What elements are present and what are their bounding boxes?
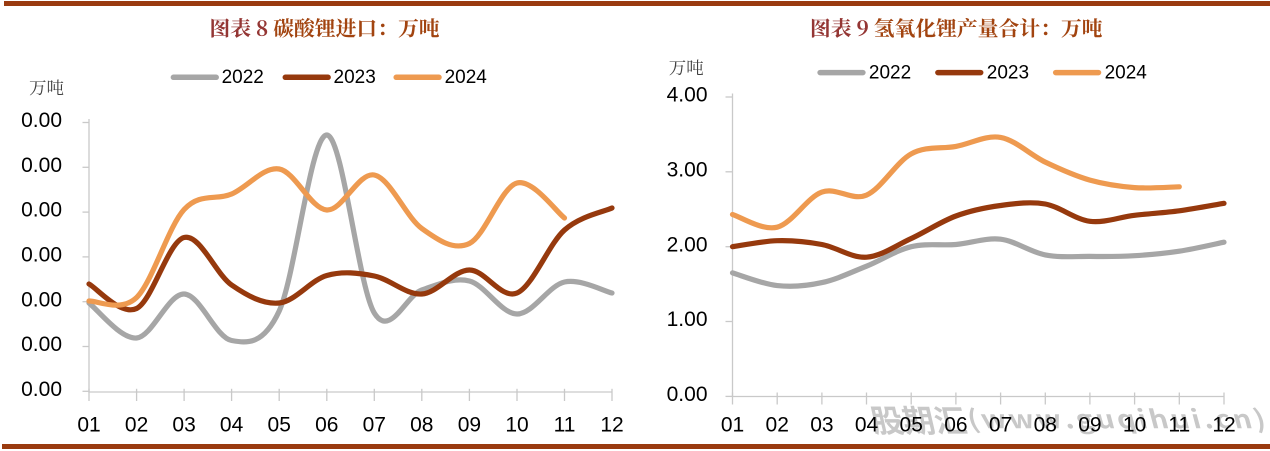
svg-text:2.00: 2.00 <box>667 233 708 256</box>
svg-text:04: 04 <box>855 413 879 436</box>
svg-text:2022: 2022 <box>869 62 911 83</box>
svg-text:07: 07 <box>363 413 386 436</box>
svg-text:09: 09 <box>1078 413 1101 436</box>
svg-text:12: 12 <box>1212 413 1235 436</box>
svg-text:4.00: 4.00 <box>667 84 708 107</box>
svg-text:02: 02 <box>766 413 789 436</box>
svg-text:07: 07 <box>989 413 1012 436</box>
svg-text:11: 11 <box>1168 413 1190 436</box>
svg-text:06: 06 <box>944 413 967 436</box>
svg-text:0.00: 0.00 <box>21 333 62 356</box>
svg-text:05: 05 <box>268 413 291 436</box>
svg-text:2022: 2022 <box>222 67 264 88</box>
svg-text:03: 03 <box>172 413 195 436</box>
svg-text:01: 01 <box>721 413 744 436</box>
svg-text:06: 06 <box>315 413 338 436</box>
svg-text:11: 11 <box>554 413 576 436</box>
svg-text:0.00: 0.00 <box>21 199 62 222</box>
svg-text:2023: 2023 <box>334 67 376 88</box>
svg-text:08: 08 <box>410 413 433 436</box>
svg-text:2023: 2023 <box>987 62 1029 83</box>
svg-text:08: 08 <box>1034 413 1057 436</box>
svg-text:2024: 2024 <box>445 67 488 88</box>
svg-text:0.00: 0.00 <box>21 109 62 132</box>
svg-text:0.00: 0.00 <box>667 383 708 406</box>
svg-text:1.00: 1.00 <box>667 308 708 331</box>
svg-text:04: 04 <box>220 413 244 436</box>
svg-text:01: 01 <box>77 413 100 436</box>
svg-text:0.00: 0.00 <box>21 378 62 401</box>
svg-text:0.00: 0.00 <box>21 154 62 177</box>
svg-text:0.00: 0.00 <box>21 288 62 311</box>
svg-text:10: 10 <box>1123 413 1146 436</box>
svg-text:09: 09 <box>458 413 481 436</box>
svg-text:03: 03 <box>810 413 833 436</box>
svg-text:3.00: 3.00 <box>667 158 708 181</box>
svg-text:0.00: 0.00 <box>21 244 62 267</box>
svg-text:10: 10 <box>505 413 528 436</box>
svg-text:12: 12 <box>600 413 623 436</box>
svg-text:2024: 2024 <box>1105 62 1148 83</box>
svg-text:02: 02 <box>125 413 148 436</box>
svg-text:05: 05 <box>900 413 923 436</box>
